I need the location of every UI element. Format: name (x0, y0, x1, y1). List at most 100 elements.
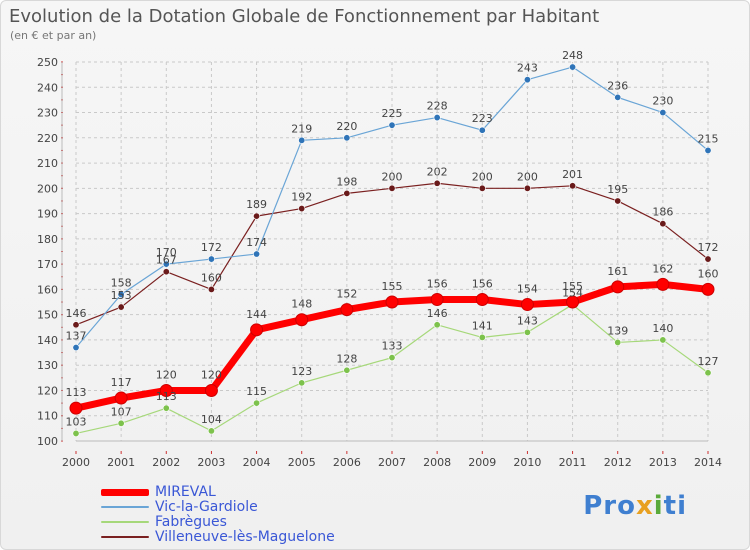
data-point (433, 321, 441, 329)
data-point (704, 255, 712, 263)
data-point (659, 220, 667, 228)
data-label: 243 (517, 62, 538, 75)
y-tick-label: 240 (37, 81, 58, 94)
data-point (656, 277, 670, 291)
data-label: 140 (652, 322, 673, 335)
data-point (253, 212, 261, 220)
chart-legend: MIREVAL Vic-la-Gardiole Fabrègues Villeneuv… (101, 485, 335, 545)
x-tick-label: 2006 (333, 456, 361, 469)
data-label: 137 (66, 330, 87, 343)
data-point (388, 184, 396, 192)
data-point (659, 109, 667, 117)
data-point (162, 268, 170, 276)
data-point (430, 293, 444, 307)
data-point (433, 114, 441, 122)
y-tick-label: 140 (37, 334, 58, 347)
data-point (162, 404, 170, 412)
data-label: 200 (472, 170, 493, 183)
brand-letter: i (653, 491, 664, 521)
data-label: 141 (472, 319, 493, 332)
data-label: 113 (66, 386, 87, 399)
data-point (250, 323, 264, 337)
data-label: 154 (562, 287, 583, 300)
x-tick-label: 2014 (694, 456, 722, 469)
data-label: 174 (246, 236, 267, 249)
x-tick-label: 2001 (107, 456, 135, 469)
y-tick-label: 200 (37, 182, 58, 195)
legend-label: Vic-la-Gardiole (155, 499, 258, 515)
data-label: 153 (111, 289, 132, 302)
data-point (343, 134, 351, 142)
data-label: 186 (652, 206, 673, 219)
data-label: 123 (291, 365, 312, 378)
data-label: 139 (607, 324, 628, 337)
data-label: 128 (336, 352, 357, 365)
y-tick-label: 180 (37, 233, 58, 246)
data-point (478, 333, 486, 341)
data-point (569, 63, 577, 71)
data-point (520, 298, 534, 312)
legend-label: Fabrègues (155, 514, 227, 530)
y-tick-label: 100 (37, 435, 58, 448)
data-point (204, 383, 218, 397)
data-point (117, 419, 125, 427)
data-label: 152 (336, 288, 357, 301)
data-point (343, 189, 351, 197)
data-label: 189 (246, 198, 267, 211)
y-tick-label: 170 (37, 258, 58, 271)
data-label: 113 (156, 390, 177, 403)
data-label: 228 (427, 100, 448, 113)
data-point (614, 93, 622, 101)
data-label: 201 (562, 168, 583, 181)
data-point (704, 146, 712, 154)
data-point (117, 303, 125, 311)
data-label: 219 (291, 122, 312, 135)
data-point (162, 260, 170, 268)
x-tick-label: 2003 (197, 456, 225, 469)
data-point (385, 295, 399, 309)
data-label: 146 (427, 307, 448, 320)
data-label: 127 (698, 355, 719, 368)
data-point (207, 427, 215, 435)
data-label: 215 (698, 132, 719, 145)
legend-item: Vic-la-Gardiole (101, 500, 335, 515)
data-label: 104 (201, 413, 222, 426)
chart-title: Evolution de la Dotation Globale de Fonc… (9, 6, 600, 27)
legend-swatch (101, 506, 149, 508)
data-label: 154 (517, 283, 538, 296)
data-label: 143 (517, 314, 538, 327)
data-label: 158 (111, 276, 132, 289)
y-tick-label: 210 (37, 157, 58, 170)
x-tick-label: 2004 (243, 456, 271, 469)
data-point (117, 290, 125, 298)
data-point (253, 250, 261, 258)
legend-item: Fabrègues (101, 515, 335, 530)
proxiti-logo: Proxiti (583, 491, 687, 521)
legend-label: Villeneuve-lès-Maguelone (155, 529, 335, 545)
data-point (569, 182, 577, 190)
legend-label: MIREVAL (155, 484, 216, 500)
data-label: 167 (156, 254, 177, 267)
chart-subtitle: (en € et par an) (10, 29, 97, 42)
data-point (207, 255, 215, 263)
data-point (566, 295, 580, 309)
x-tick-label: 2008 (423, 456, 451, 469)
data-label: 146 (66, 307, 87, 320)
data-label: 117 (111, 376, 132, 389)
data-label: 192 (291, 191, 312, 204)
y-tick-label: 130 (37, 359, 58, 372)
data-point (298, 205, 306, 213)
data-point (295, 313, 309, 327)
y-tick-label: 160 (37, 283, 58, 296)
data-label: 103 (66, 415, 87, 428)
data-point (114, 391, 128, 405)
legend-item: Villeneuve-lès-Maguelone (101, 530, 335, 545)
data-point (475, 293, 489, 307)
data-label: 120 (201, 368, 222, 381)
data-label: 225 (382, 107, 403, 120)
data-point (701, 282, 715, 296)
data-label: 155 (562, 280, 583, 293)
data-point (343, 366, 351, 374)
